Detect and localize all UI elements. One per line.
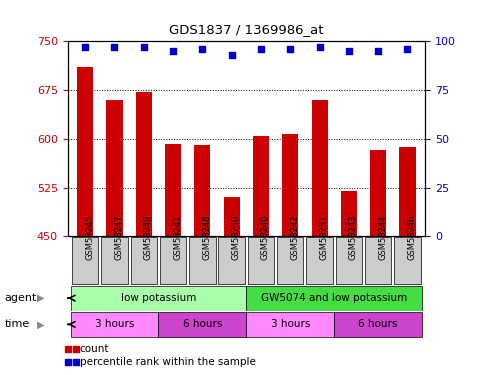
Text: GSM53247: GSM53247	[114, 215, 124, 261]
FancyBboxPatch shape	[336, 237, 362, 284]
Text: GSM53246: GSM53246	[408, 215, 416, 261]
FancyBboxPatch shape	[277, 237, 303, 284]
Text: percentile rank within the sample: percentile rank within the sample	[80, 357, 256, 367]
Text: ▶: ▶	[37, 320, 45, 329]
Bar	[165, 144, 181, 236]
Bar	[253, 135, 269, 236]
Bar	[312, 100, 327, 236]
Text: 6 hours: 6 hours	[183, 320, 222, 329]
Point	[169, 48, 177, 54]
Text: 6 hours: 6 hours	[358, 320, 398, 329]
Bar	[341, 191, 357, 236]
Bar	[282, 134, 298, 236]
FancyBboxPatch shape	[306, 237, 333, 284]
Bar	[106, 100, 123, 236]
Bar	[246, 312, 334, 337]
Point	[140, 44, 148, 50]
Text: GSM53243: GSM53243	[349, 215, 358, 261]
FancyBboxPatch shape	[189, 237, 215, 284]
Text: 3 hours: 3 hours	[95, 320, 134, 329]
Text: GSM53245: GSM53245	[85, 215, 94, 260]
FancyBboxPatch shape	[248, 237, 274, 284]
Text: GSM53249: GSM53249	[144, 215, 153, 260]
Bar	[136, 92, 152, 236]
Bar	[370, 150, 386, 236]
Text: GSM53241: GSM53241	[173, 215, 182, 260]
Point	[199, 46, 206, 52]
Bar	[194, 145, 211, 236]
Point	[286, 46, 294, 52]
Text: count: count	[80, 344, 109, 354]
Text: time: time	[5, 320, 30, 329]
FancyBboxPatch shape	[218, 237, 245, 284]
Text: GSM53242: GSM53242	[290, 215, 299, 260]
FancyBboxPatch shape	[160, 237, 186, 284]
Bar	[158, 312, 246, 337]
Text: GDS1837 / 1369986_at: GDS1837 / 1369986_at	[169, 22, 324, 36]
FancyBboxPatch shape	[394, 237, 421, 284]
Text: GSM53251: GSM53251	[320, 215, 328, 260]
Point	[111, 44, 118, 50]
Point	[228, 52, 236, 58]
Bar	[71, 285, 246, 311]
Bar	[246, 285, 422, 311]
Text: 3 hours: 3 hours	[270, 320, 310, 329]
Point	[257, 46, 265, 52]
Text: GSM53248: GSM53248	[202, 215, 212, 261]
FancyBboxPatch shape	[130, 237, 157, 284]
Bar	[224, 197, 240, 236]
Bar	[399, 147, 415, 236]
Bar	[71, 312, 158, 337]
Text: ▶: ▶	[37, 293, 45, 303]
Text: GW5074 and low potassium: GW5074 and low potassium	[261, 293, 407, 303]
FancyBboxPatch shape	[365, 237, 391, 284]
Bar	[334, 312, 422, 337]
Point	[81, 44, 89, 50]
Bar	[77, 67, 93, 236]
Point	[404, 46, 412, 52]
Text: GSM53240: GSM53240	[261, 215, 270, 260]
FancyBboxPatch shape	[101, 237, 128, 284]
Point	[374, 48, 382, 54]
Point	[345, 48, 353, 54]
Point	[316, 44, 324, 50]
FancyBboxPatch shape	[72, 237, 99, 284]
Text: agent: agent	[5, 293, 37, 303]
Text: GSM53244: GSM53244	[378, 215, 387, 260]
Text: low potassium: low potassium	[121, 293, 196, 303]
Text: GSM53250: GSM53250	[232, 215, 241, 260]
